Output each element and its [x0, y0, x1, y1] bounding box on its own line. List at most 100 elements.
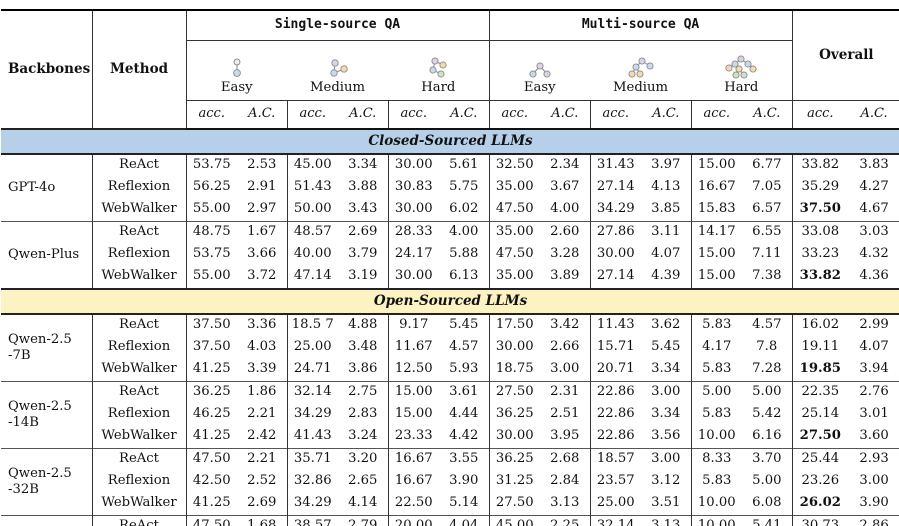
value-cell: 4.03 — [247, 339, 277, 355]
value-cell: 5.42 — [752, 406, 782, 422]
value-cell: 2.51 — [550, 406, 580, 422]
value-cell: 25.44 — [791, 447, 849, 471]
value-cell: 32.50 — [488, 153, 541, 177]
value-cell: 1.67 — [237, 220, 287, 244]
value-cell: 30.00 — [387, 265, 439, 289]
value-cell: 4.07 — [859, 339, 889, 355]
value-cell: 3.19 — [348, 268, 378, 284]
method-label: Reflexion — [91, 243, 186, 266]
tree-3-node-icon — [492, 61, 589, 79]
value-cell: 2.79 — [338, 514, 388, 526]
value-cell: 2.91 — [247, 179, 277, 195]
value-cell: 6.77 — [752, 157, 782, 173]
section-band-row: Closed-Sourced LLMs — [1, 127, 899, 155]
value-cell: 2.75 — [338, 380, 388, 404]
value-cell: 2.84 — [550, 473, 580, 489]
header-row-difficulty: Easy Medium Hard Easy — [1, 40, 899, 101]
value-cell: 24.71 — [286, 358, 338, 381]
value-cell: 4.14 — [348, 495, 378, 511]
value-cell: 30.00 — [387, 153, 439, 177]
value-cell: 2.25 — [540, 514, 591, 526]
table-row: WebWalker 41.25 2.69 34.29 4.14 22.50 5.14 27.5… — [1, 492, 899, 515]
value-cell: 15.00 — [387, 403, 439, 426]
value-cell: 2.69 — [338, 220, 388, 244]
value-cell: 4.17 — [690, 336, 743, 359]
value-cell: 23.33 — [387, 425, 439, 448]
value-cell: 47.14 — [286, 265, 338, 289]
method-label: Reflexion — [91, 176, 186, 199]
value-cell: 35.00 — [488, 220, 541, 244]
tree-5-node-icon — [592, 57, 689, 79]
value-cell: 1.86 — [237, 380, 287, 404]
backbone-label: GPT-4o — [1, 153, 93, 221]
value-cell: 5.88 — [449, 246, 479, 262]
value-cell: 53.75 — [185, 153, 237, 177]
value-cell: 3.67 — [550, 179, 580, 195]
value-cell: 4.13 — [651, 179, 681, 195]
value-cell: 27.14 — [589, 176, 642, 199]
section-band-title: Open-Sourced LLMs — [1, 287, 899, 315]
value-cell: 2.65 — [348, 473, 378, 489]
value-cell: 32.14 — [286, 380, 338, 404]
value-cell: 36.25 — [488, 447, 541, 471]
method-label: WebWalker — [91, 492, 186, 515]
value-cell: 3.86 — [348, 361, 378, 377]
value-cell: 10.00 — [690, 514, 743, 526]
value-cell: 32.14 — [589, 514, 642, 526]
value-cell: 1.68 — [237, 514, 287, 526]
value-cell: 4.36 — [859, 268, 889, 284]
value-cell: 30.83 — [387, 176, 439, 199]
value-cell: 5.45 — [651, 339, 681, 355]
value-cell: 30.00 — [387, 198, 439, 221]
value-cell: 47.50 — [488, 243, 541, 266]
value-cell: 34.29 — [286, 403, 338, 426]
value-cell: 16.67 — [387, 447, 439, 471]
backbone-label: Qwen-2.5 -32B — [1, 447, 93, 515]
value-cell: 7.8 — [756, 339, 778, 355]
value-cell: 3.97 — [651, 157, 681, 173]
value-cell: 34.29 — [589, 198, 642, 221]
value-cell: 5.14 — [449, 495, 479, 511]
table-row: Qwen-2.5 -14B ReAct 36.25 1.86 32.14 2.75 15.00… — [1, 380, 899, 448]
value-cell: 33.82 — [791, 153, 849, 177]
value-cell: 16.67 — [387, 470, 439, 493]
header-row-metrics: acc. A.C. acc. A.C. acc. A.C. acc. A.C. … — [1, 100, 899, 130]
value-cell: 4.67 — [859, 201, 889, 217]
method-label: WebWalker — [91, 358, 186, 381]
value-cell: 17.50 — [488, 313, 541, 337]
value-cell: 22.86 — [589, 403, 642, 426]
value-cell: 30.00 — [589, 243, 642, 266]
value-cell: 3.90 — [859, 495, 889, 511]
value-cell: 35.00 — [488, 176, 541, 199]
value-cell: 6.02 — [449, 201, 479, 217]
value-cell: 28.33 — [387, 220, 439, 244]
value-cell: 37.50 — [185, 313, 237, 337]
value-cell: 5.45 — [449, 317, 479, 333]
value-cell: 7.28 — [752, 361, 782, 377]
value-cell: 14.17 — [690, 220, 743, 244]
method-label: ReAct — [91, 514, 186, 526]
value-cell: 3.95 — [550, 428, 580, 444]
value-cell: 2.93 — [848, 447, 899, 471]
single-source-qa-header: Single-source QA — [186, 10, 490, 41]
single-medium-column-header: Medium — [287, 40, 388, 101]
backbone-label: Qwen-2.5-72B — [1, 514, 93, 526]
value-cell: 48.57 — [286, 220, 338, 244]
graph-3-node-chain-icon — [289, 57, 386, 79]
metric-ac-header: A.C. — [540, 100, 591, 130]
value-cell: 2.21 — [247, 406, 277, 422]
value-cell: 4.07 — [651, 246, 681, 262]
value-cell: 55.00 — [185, 265, 237, 289]
metric-ac-header: A.C. — [338, 100, 388, 130]
value-cell: 4.00 — [550, 201, 580, 217]
difficulty-label: Hard — [724, 79, 759, 95]
value-cell: 2.68 — [540, 447, 591, 471]
value-cell: 2.34 — [550, 157, 580, 173]
value-cell: 15.71 — [589, 336, 642, 359]
metric-acc-header: acc. — [185, 100, 237, 130]
value-cell: 47.50 — [185, 447, 237, 471]
value-cell: 5.93 — [449, 361, 479, 377]
value-cell: 24.17 — [387, 243, 439, 266]
value-cell: 41.25 — [185, 358, 237, 381]
value-cell: 22.86 — [589, 380, 642, 404]
